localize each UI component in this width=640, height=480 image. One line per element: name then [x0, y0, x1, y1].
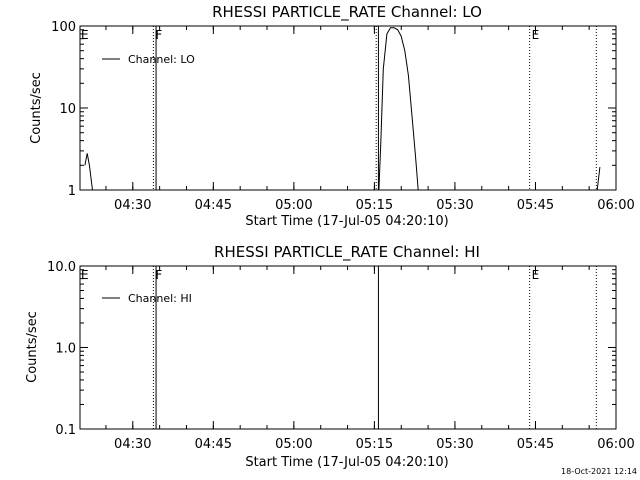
lo-channel-panel: RHESSI PARTICLE_RATE Channel: LO Counts/… [29, 3, 635, 229]
lo-chart-title: RHESSI PARTICLE_RATE Channel: LO [212, 3, 482, 22]
lo-marker-label: E [532, 28, 540, 42]
lo-series-line [378, 27, 419, 191]
lo-y-tick-label: 1 [68, 184, 76, 199]
hi-marker-label: E [532, 268, 540, 282]
hi-marker-label: F [155, 268, 162, 282]
hi-x-axis-label: Start Time (17-Jul-05 04:20:10) [245, 455, 448, 470]
lo-y-tick-label: 100 [51, 20, 76, 35]
hi-x-tick-label: 05:00 [275, 437, 312, 452]
lo-x-tick-label: 05:30 [436, 198, 473, 213]
hi-x-tick-label: 05:30 [436, 437, 473, 452]
hi-x-tick-label: 05:15 [356, 437, 393, 452]
lo-x-tick-label: 04:30 [114, 198, 151, 213]
hi-legend: Channel: HI [102, 292, 192, 305]
hi-chart-title: RHESSI PARTICLE_RATE Channel: HI [214, 243, 480, 262]
lo-y-tick-label: 10 [59, 102, 76, 117]
hi-y-tick-label: 1.0 [55, 342, 76, 357]
lo-series [84, 27, 601, 191]
lo-axis-ticks: 04:30 04:45 05:00 05:15 05:30 05:45 06:00 1 10 10… [51, 20, 635, 213]
lo-legend-label: Channel: LO [128, 53, 195, 66]
hi-channel-panel: RHESSI PARTICLE_RATE Channel: HI Counts/… [25, 243, 635, 470]
hi-plot-frame [79, 265, 617, 430]
lo-y-axis-label: Counts/sec [29, 72, 44, 144]
hi-edge-label: E [81, 268, 89, 282]
hi-y-tick-label: 0.1 [55, 423, 76, 438]
hi-x-tick-label: 04:30 [114, 437, 151, 452]
hi-x-tick-label: 05:45 [517, 437, 554, 452]
hi-y-axis-label: Counts/sec [25, 311, 40, 383]
hi-axis-ticks: 04:30 04:45 05:00 05:15 05:30 05:45 06:00 0.1 1.… [47, 260, 635, 452]
lo-x-tick-label: 06:00 [597, 198, 634, 213]
lo-plot-frame [79, 25, 617, 191]
lo-x-axis-label: Start Time (17-Jul-05 04:20:10) [245, 214, 448, 229]
lo-edge-label: E [81, 28, 89, 42]
lo-series-line [84, 153, 93, 191]
hi-y-tick-label: 10.0 [47, 260, 76, 275]
lo-x-tick-label: 05:45 [517, 198, 554, 213]
hi-x-tick-label: 04:45 [195, 437, 232, 452]
hi-x-tick-label: 06:00 [597, 437, 634, 452]
lo-marker-label: F [155, 28, 162, 42]
lo-series-line [596, 167, 601, 191]
lo-legend: Channel: LO [102, 53, 195, 66]
footer-timestamp: 18-Oct-2021 12:14 [561, 467, 637, 476]
lo-x-tick-label: 04:45 [195, 198, 232, 213]
hi-legend-label: Channel: HI [128, 292, 192, 305]
lo-x-tick-label: 05:15 [356, 198, 393, 213]
lo-x-tick-label: 05:00 [275, 198, 312, 213]
